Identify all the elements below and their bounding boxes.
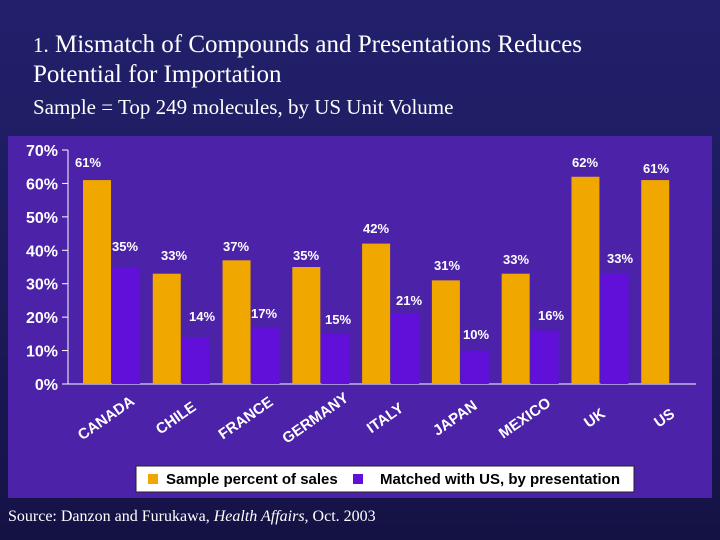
bar-chart: 0% 10% 20% 30% 40% 50% 60% 70% CANADA CHILE FRANCE…: [26, 143, 696, 493]
data-label-sample-percent: 61%: [75, 155, 101, 170]
bar-matched-us: [251, 327, 280, 384]
y-tick-label: 50%: [26, 210, 58, 227]
x-category-label: CHILE: [153, 398, 200, 438]
chart-subtitle: Sample = Top 249 molecules, by US Unit V…: [33, 95, 454, 119]
data-label-sample-percent: 62%: [572, 155, 598, 170]
source-note: Source: Danzon and Furukawa, Health Affa…: [8, 508, 376, 526]
data-label-matched-us: 16%: [538, 308, 564, 323]
legend-label-sample-percent: Sample percent of sales: [166, 471, 338, 488]
bar-matched-us: [112, 267, 140, 384]
data-label-matched-us: 10%: [463, 327, 489, 342]
title-text: Mismatch of Compounds and Presentations …: [55, 31, 583, 58]
source-journal: Health Affairs,: [213, 508, 309, 525]
bar-matched-us: [600, 273, 629, 384]
source-prefix: Source: Danzon and Furukawa,: [8, 508, 214, 525]
x-category-label: GERMANY: [279, 389, 352, 447]
y-tick-label: 20%: [26, 310, 58, 327]
chart-panel: 0% 10% 20% 30% 40% 50% 60% 70% CANADA CHILE FRANCE…: [8, 136, 712, 498]
bar-sample-percent: [83, 180, 111, 384]
data-label-matched-us: 35%: [112, 239, 138, 254]
legend-box: [135, 465, 635, 493]
bar-matched-us: [321, 333, 350, 384]
legend-swatch-matched-us: [353, 474, 363, 484]
legend-label-matched-us: Matched with US, by presentation: [380, 471, 620, 488]
x-category-label: US: [651, 405, 678, 431]
bar-matched-us: [391, 313, 420, 384]
title-line-2: Potential for Importation: [33, 61, 282, 88]
y-tick-label: 70%: [26, 143, 58, 160]
data-label-sample-percent: 42%: [363, 221, 389, 236]
bar-sample-percent: [292, 267, 321, 384]
x-category-label: FRANCE: [215, 393, 276, 443]
bar-sample-percent: [501, 273, 530, 384]
data-label-matched-us: 33%: [607, 251, 633, 266]
y-tick-label: 40%: [26, 243, 58, 260]
x-category-label: MEXICO: [496, 394, 554, 442]
data-label-matched-us: 15%: [325, 312, 351, 327]
chart-title: 1. Mismatch of Compounds and Presentatio…: [33, 30, 713, 90]
y-tick-label: 10%: [26, 344, 58, 361]
x-category-label: JAPAN: [430, 397, 480, 439]
y-tick-label: 30%: [26, 277, 58, 294]
legend-swatch-sample-percent: [148, 474, 158, 484]
data-label-sample-percent: 37%: [223, 239, 249, 254]
bar-sample-percent: [222, 260, 251, 384]
data-label-matched-us: 17%: [251, 306, 277, 321]
data-label-sample-percent: 33%: [161, 248, 187, 263]
data-label-sample-percent: 31%: [434, 258, 460, 273]
source-suffix: Oct. 2003: [308, 508, 376, 525]
bar-matched-us: [530, 330, 559, 384]
y-tick-label: 0%: [35, 377, 58, 394]
bar-sample-percent: [152, 273, 181, 384]
data-label-matched-us: 14%: [189, 309, 215, 324]
bar-sample-percent: [641, 180, 670, 384]
bar-sample-percent: [362, 243, 391, 384]
x-category-label: ITALY: [364, 400, 407, 437]
data-label-sample-percent: 35%: [293, 248, 319, 263]
y-tick-label: 60%: [26, 176, 58, 193]
data-label-matched-us: 21%: [396, 293, 422, 308]
bar-sample-percent: [571, 176, 600, 384]
data-label-sample-percent: 33%: [503, 252, 529, 267]
x-category-label: UK: [581, 405, 609, 431]
bar-sample-percent: [431, 280, 460, 384]
data-label-sample-percent: 61%: [643, 161, 669, 176]
bar-matched-us: [181, 337, 210, 384]
bar-matched-us: [460, 350, 489, 384]
x-category-label: CANADA: [75, 393, 138, 444]
title-number: 1.: [33, 33, 49, 57]
